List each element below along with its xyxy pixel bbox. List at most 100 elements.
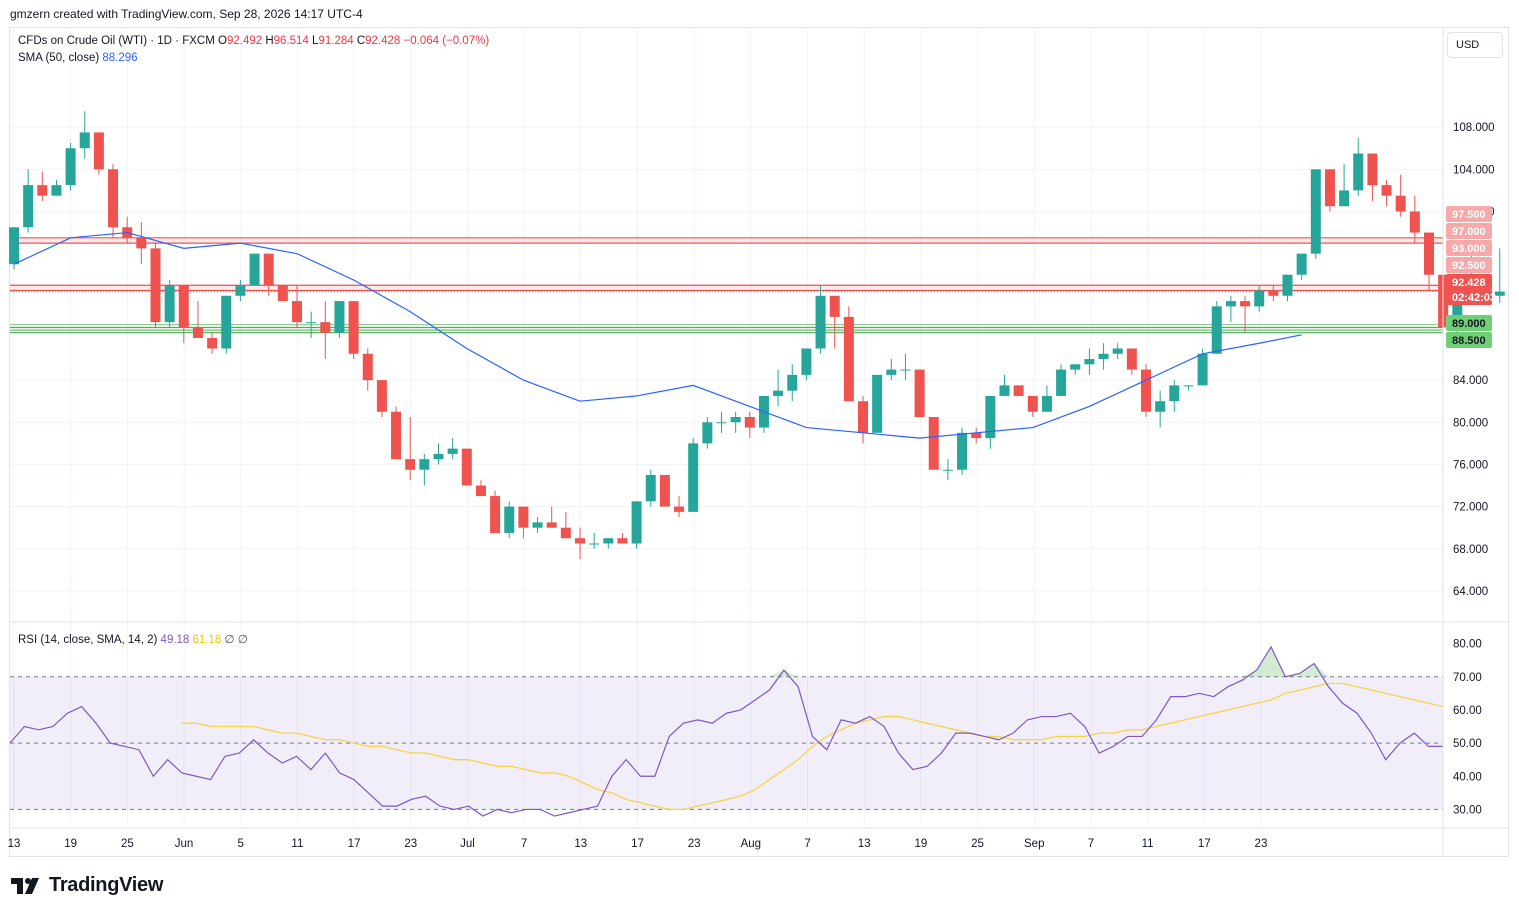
candle-up[interactable]: [985, 395, 996, 439]
candle-down[interactable]: [391, 411, 402, 460]
candle-up[interactable]: [631, 501, 642, 544]
candle-up[interactable]: [164, 285, 175, 323]
candle-up[interactable]: [688, 443, 699, 512]
candle-up[interactable]: [730, 417, 741, 423]
candle-down[interactable]: [1424, 232, 1434, 275]
candle-down[interactable]: [277, 285, 288, 302]
candle-down[interactable]: [744, 417, 755, 428]
currency-button[interactable]: USD: [1447, 32, 1503, 58]
candle-up[interactable]: [1211, 306, 1222, 354]
candle-down[interactable]: [136, 237, 147, 249]
candle-down[interactable]: [617, 538, 628, 544]
candle-up[interactable]: [249, 253, 260, 286]
candle-down[interactable]: [971, 432, 982, 439]
candle-up[interactable]: [1254, 290, 1265, 307]
candle-down[interactable]: [348, 301, 359, 354]
candle-up[interactable]: [999, 385, 1010, 396]
rsi-ma-line[interactable]: [181, 682, 1444, 811]
candle-up[interactable]: [716, 422, 727, 424]
rsi-line[interactable]: [9, 645, 1443, 817]
candle-down[interactable]: [1141, 369, 1151, 412]
candle-up[interactable]: [1155, 401, 1166, 412]
candle-down[interactable]: [546, 522, 557, 528]
candle-up[interactable]: [1296, 253, 1307, 275]
candle-down[interactable]: [1240, 301, 1251, 307]
candle-up[interactable]: [235, 285, 246, 296]
candle-up[interactable]: [9, 227, 19, 265]
candle-up[interactable]: [51, 185, 62, 196]
candle-up[interactable]: [1282, 274, 1293, 296]
candle-up[interactable]: [1494, 291, 1505, 296]
candle-up[interactable]: [1041, 395, 1052, 412]
candle-down[interactable]: [1381, 185, 1392, 196]
sma-legend[interactable]: SMA (50, close) 88.296: [18, 52, 138, 64]
candle-down[interactable]: [475, 485, 486, 497]
candle-up[interactable]: [23, 185, 34, 228]
candle-down[interactable]: [1027, 395, 1038, 412]
candle-up[interactable]: [419, 459, 430, 470]
candle-down[interactable]: [659, 474, 670, 507]
candle-up[interactable]: [79, 132, 90, 149]
candle-down[interactable]: [292, 301, 302, 323]
candle-up[interactable]: [1225, 301, 1236, 307]
candle-up[interactable]: [603, 538, 614, 544]
candle-down[interactable]: [674, 506, 685, 512]
candle-up[interactable]: [1056, 369, 1067, 396]
candle-up[interactable]: [306, 322, 317, 324]
sma-line[interactable]: [13, 231, 1302, 439]
symbol-name[interactable]: CFDs on Crude Oil (WTI) · 1D · FXCM: [18, 35, 215, 47]
candle-down[interactable]: [362, 353, 373, 381]
candle-down[interactable]: [914, 369, 925, 418]
candle-up[interactable]: [1310, 169, 1321, 254]
candle-up[interactable]: [886, 369, 897, 375]
candle-up[interactable]: [1084, 359, 1095, 365]
candle-down[interactable]: [461, 448, 472, 486]
candle-down[interactable]: [1013, 385, 1024, 396]
candle-down[interactable]: [1367, 153, 1378, 186]
candle-up[interactable]: [942, 469, 953, 471]
candle-down[interactable]: [858, 401, 868, 433]
candle-up[interactable]: [447, 448, 458, 454]
candle-up[interactable]: [645, 474, 656, 502]
candle-down[interactable]: [1409, 211, 1420, 233]
candle-up[interactable]: [1197, 353, 1208, 386]
candle-down[interactable]: [192, 327, 203, 338]
candle-down[interactable]: [1324, 169, 1335, 207]
candle-down[interactable]: [575, 538, 585, 544]
candle-up[interactable]: [1183, 385, 1194, 387]
candle-down[interactable]: [829, 295, 840, 317]
candle-up[interactable]: [787, 374, 798, 391]
candle-up[interactable]: [900, 369, 911, 371]
candle-down[interactable]: [928, 417, 939, 470]
candle-up[interactable]: [334, 301, 345, 333]
candle-up[interactable]: [433, 453, 444, 460]
candle-down[interactable]: [93, 132, 104, 170]
candle-down[interactable]: [560, 527, 571, 539]
candle-down[interactable]: [490, 496, 501, 533]
candle-up[interactable]: [702, 422, 713, 444]
candle-up[interactable]: [1452, 295, 1463, 328]
candle-down[interactable]: [376, 380, 387, 412]
candle-down[interactable]: [178, 285, 189, 328]
candle-down[interactable]: [108, 169, 119, 228]
candle-up[interactable]: [1339, 190, 1350, 207]
candle-down[interactable]: [1395, 195, 1406, 212]
candle-up[interactable]: [872, 374, 883, 433]
rsi-legend[interactable]: RSI (14, close, SMA, 14, 2) 49.18 61.18 …: [18, 632, 248, 646]
candle-up[interactable]: [1070, 364, 1081, 370]
candle-up[interactable]: [221, 295, 232, 349]
candle-down[interactable]: [207, 337, 218, 349]
candle-down[interactable]: [150, 248, 161, 323]
candle-up[interactable]: [504, 506, 515, 533]
candle-down[interactable]: [320, 322, 331, 333]
candle-up[interactable]: [773, 390, 784, 396]
candle-down[interactable]: [405, 459, 416, 470]
candle-up[interactable]: [815, 295, 826, 349]
candle-down[interactable]: [37, 185, 48, 196]
candle-up[interactable]: [589, 543, 600, 545]
candle-down[interactable]: [263, 253, 274, 286]
candle-down[interactable]: [1268, 290, 1279, 296]
candle-down[interactable]: [518, 506, 529, 528]
candle-up[interactable]: [65, 148, 76, 186]
candle-down[interactable]: [1126, 348, 1137, 370]
